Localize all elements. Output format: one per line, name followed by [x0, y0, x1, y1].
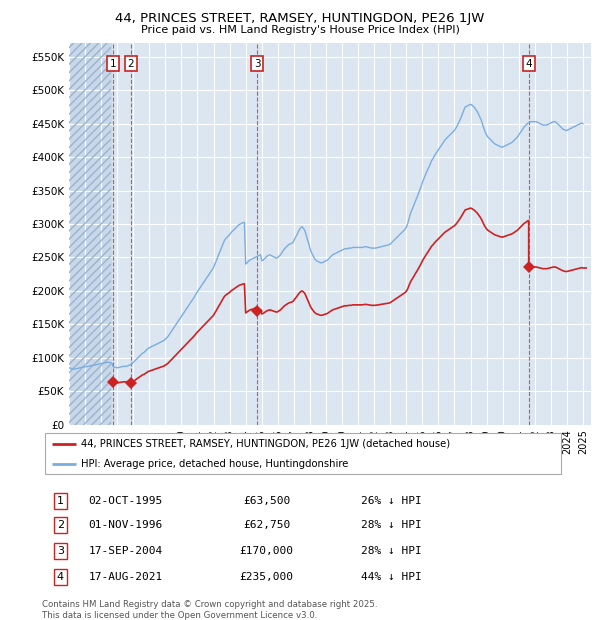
Text: 02-OCT-1995: 02-OCT-1995: [88, 496, 163, 506]
Text: Contains HM Land Registry data © Crown copyright and database right 2025.
This d: Contains HM Land Registry data © Crown c…: [42, 600, 377, 619]
Text: £170,000: £170,000: [239, 546, 293, 556]
Text: £63,500: £63,500: [243, 496, 290, 506]
Text: £62,750: £62,750: [243, 520, 290, 530]
Text: 2: 2: [57, 520, 64, 530]
Text: 44, PRINCES STREET, RAMSEY, HUNTINGDON, PE26 1JW: 44, PRINCES STREET, RAMSEY, HUNTINGDON, …: [115, 12, 485, 25]
Text: Price paid vs. HM Land Registry's House Price Index (HPI): Price paid vs. HM Land Registry's House …: [140, 25, 460, 35]
Text: 17-AUG-2021: 17-AUG-2021: [88, 572, 163, 582]
Text: 1: 1: [110, 59, 116, 69]
Text: 3: 3: [57, 546, 64, 556]
Text: 28% ↓ HPI: 28% ↓ HPI: [361, 520, 422, 530]
Text: 4: 4: [526, 59, 532, 69]
Text: HPI: Average price, detached house, Huntingdonshire: HPI: Average price, detached house, Hunt…: [81, 459, 349, 469]
Bar: [69, 43, 111, 425]
FancyBboxPatch shape: [44, 433, 562, 474]
Text: £235,000: £235,000: [239, 572, 293, 582]
Text: 44, PRINCES STREET, RAMSEY, HUNTINGDON, PE26 1JW (detached house): 44, PRINCES STREET, RAMSEY, HUNTINGDON, …: [81, 438, 450, 449]
Text: 01-NOV-1996: 01-NOV-1996: [88, 520, 163, 530]
Text: 2: 2: [127, 59, 134, 69]
Text: 3: 3: [254, 59, 260, 69]
Text: 26% ↓ HPI: 26% ↓ HPI: [361, 496, 422, 506]
Bar: [69, 43, 111, 425]
Text: 44% ↓ HPI: 44% ↓ HPI: [361, 572, 422, 582]
Text: 4: 4: [57, 572, 64, 582]
Text: 1: 1: [57, 496, 64, 506]
Text: 17-SEP-2004: 17-SEP-2004: [88, 546, 163, 556]
Text: 28% ↓ HPI: 28% ↓ HPI: [361, 546, 422, 556]
